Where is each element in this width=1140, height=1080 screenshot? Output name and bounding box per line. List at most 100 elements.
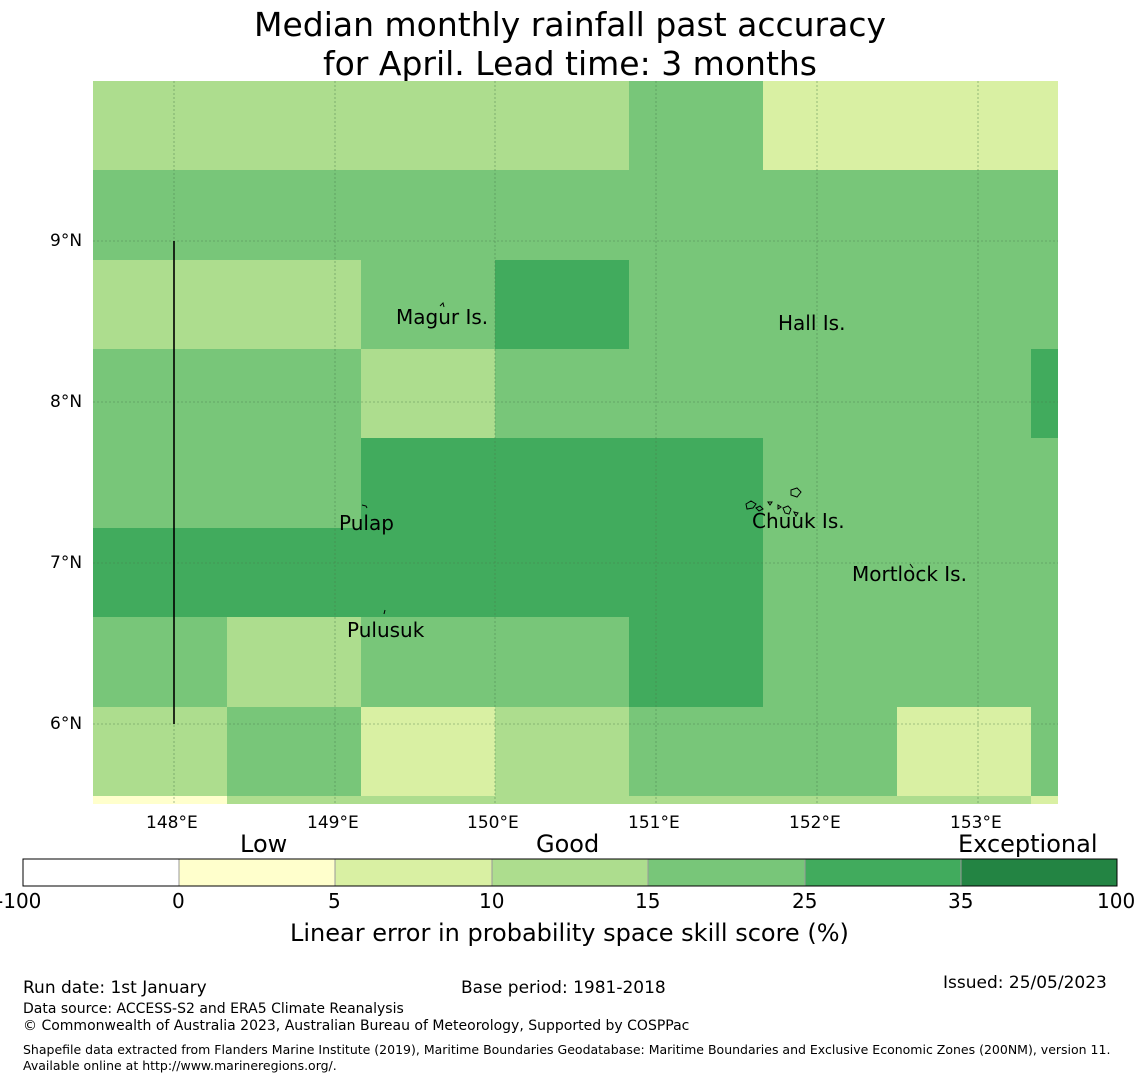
- skill-cell: [227, 528, 361, 617]
- colorbar: [22, 858, 1118, 887]
- skill-cell: [897, 170, 1058, 260]
- island-outlines: [361, 302, 914, 615]
- skill-cell: [361, 617, 495, 707]
- skill-cell: [763, 81, 897, 170]
- skill-cell: [763, 617, 897, 707]
- lat-label-8n: 8°N: [50, 392, 83, 412]
- skill-cell: [227, 260, 361, 349]
- colorbar-segment: [648, 859, 805, 886]
- colorbar-tick: 25: [792, 889, 818, 913]
- skill-cell: [495, 260, 629, 349]
- skill-cell: [93, 260, 227, 349]
- skill-cell: [629, 528, 763, 617]
- skill-cell: [763, 349, 897, 438]
- skill-cell: [227, 438, 361, 528]
- skill-cell: [93, 617, 227, 707]
- skill-cell: [495, 349, 629, 438]
- gridlines: [93, 81, 1058, 804]
- lon-label-150e: 150°E: [467, 813, 519, 833]
- lat-label-7n: 7°N: [50, 553, 83, 573]
- skill-cell: [495, 438, 629, 528]
- pulap-island-shape: [361, 504, 368, 509]
- colorbar-tick: -100: [0, 889, 42, 913]
- colorbar-tick: 10: [479, 889, 505, 913]
- colorbar-category-low: Low: [240, 830, 288, 858]
- colorbar-segment: [961, 859, 1117, 886]
- lon-label-149e: 149°E: [307, 813, 359, 833]
- place-label-pulusuk: Pulusuk: [347, 618, 425, 642]
- skill-cell: [897, 617, 1058, 707]
- skill-cell: [93, 438, 227, 528]
- colorbar-segment: [23, 859, 179, 886]
- skill-cell: [495, 81, 629, 170]
- skill-cell: [93, 528, 227, 617]
- chart-title-line1: Median monthly rainfall past accuracy: [253, 5, 887, 44]
- colorbar-dividers: [178, 859, 962, 886]
- mortlock-island-shape: [909, 563, 914, 569]
- skill-cell: [495, 617, 629, 707]
- colorbar-tick: 15: [635, 889, 661, 913]
- colorbar-tick: 5: [328, 889, 341, 913]
- base-period: Base period: 1981-2018: [461, 978, 666, 998]
- colorbar-category-good: Good: [536, 830, 600, 858]
- colorbar-category-exceptional: Exceptional: [958, 830, 1098, 858]
- skill-cell: [361, 260, 495, 349]
- colorbar-segment: [335, 859, 492, 886]
- skill-cell: [495, 707, 629, 796]
- lon-label-153e: 153°E: [950, 813, 1002, 833]
- chuuk-island-shapes: [745, 487, 802, 517]
- run-date: Run date: 1st January: [23, 978, 207, 998]
- skill-cell: [629, 349, 763, 438]
- skill-cell: [763, 528, 897, 617]
- colorbar-segment: [805, 859, 961, 886]
- lon-label-151e: 151°E: [628, 813, 680, 833]
- skill-cell: [629, 170, 763, 260]
- skill-cell: [629, 260, 763, 349]
- colorbar-segment: [179, 859, 335, 886]
- colorbar-axis-label: Linear error in probability space skill …: [290, 919, 849, 947]
- lon-label-152e: 152°E: [789, 813, 841, 833]
- skill-cell: [93, 707, 227, 796]
- bottom-strip-cell: [93, 796, 227, 804]
- colorbar-segment: [492, 859, 648, 886]
- chart-title-line2: for April. Lead time: 3 months: [323, 44, 817, 83]
- skill-cell: [227, 170, 361, 260]
- issued-date: Issued: 25/05/2023: [943, 973, 1107, 993]
- shapefile-credit: Shapefile data extracted from Flanders M…: [23, 1042, 1111, 1073]
- skill-cell: [763, 260, 897, 349]
- colorbar-tick: 35: [948, 889, 974, 913]
- skill-cell: [361, 170, 495, 260]
- skill-cell: [629, 438, 763, 528]
- skill-cell: [495, 170, 629, 260]
- skill-cell: [897, 260, 1058, 349]
- skill-cell: [897, 438, 1058, 528]
- lat-label-9n: 9°N: [50, 231, 83, 251]
- pulusuk-island-shape: [383, 609, 386, 615]
- skill-cell: [897, 528, 1058, 617]
- place-label-chuuk: Chuuk Is.: [752, 509, 845, 533]
- skill-cell: [361, 81, 495, 170]
- bottom-strip-cell: [227, 796, 1031, 804]
- colorbar-tick: 0: [172, 889, 185, 913]
- magur-island-shape: [439, 302, 445, 308]
- skill-cell: [227, 707, 361, 796]
- skill-cell: [361, 349, 495, 438]
- skill-cell: [629, 617, 763, 707]
- right-edge-cell: [1031, 349, 1058, 438]
- skill-cell: [763, 707, 897, 796]
- map-bottom-strip: [93, 796, 1058, 804]
- skill-cell: [763, 170, 897, 260]
- skill-cell: [93, 349, 227, 438]
- skill-cell: [227, 617, 361, 707]
- colorbar-tick: 100: [1097, 889, 1136, 913]
- skill-cell: [227, 81, 361, 170]
- copyright: © Commonwealth of Australia 2023, Austra…: [23, 1018, 690, 1034]
- place-label-pulap: Pulap: [339, 511, 394, 535]
- skill-cell: [629, 707, 763, 796]
- lon-label-148e: 148°E: [146, 813, 198, 833]
- data-source: Data source: ACCESS-S2 and ERA5 Climate …: [23, 1001, 404, 1017]
- skill-cell: [361, 528, 495, 617]
- place-label-hall: Hall Is.: [778, 311, 846, 335]
- place-label-mortlock: Mortlock Is.: [852, 562, 967, 586]
